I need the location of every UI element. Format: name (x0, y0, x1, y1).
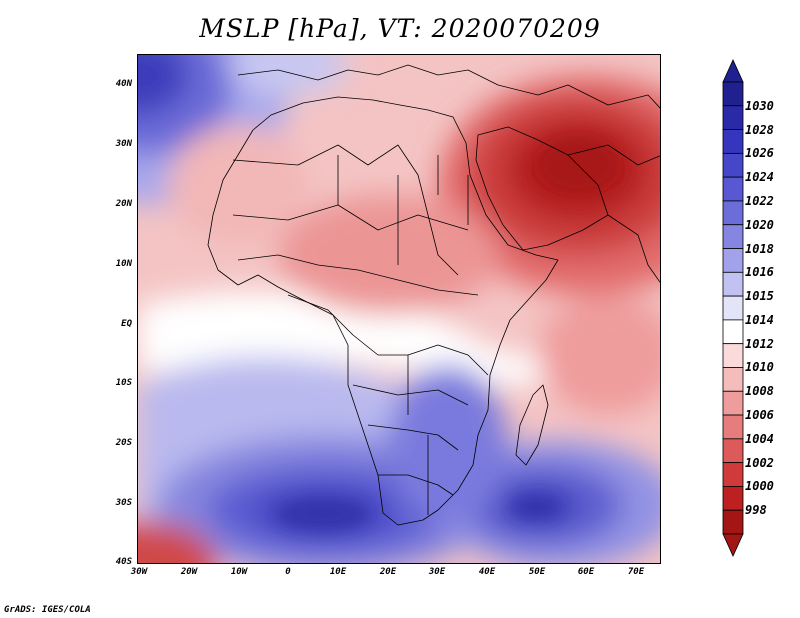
colorbar-swatch (722, 129, 744, 154)
colorbar-swatch (722, 414, 744, 440)
x-tick-40e: 40E (478, 567, 496, 577)
colorbar-level-label: 1020 (745, 217, 774, 232)
credit-text: GrADS: IGES/COLA (4, 605, 91, 615)
colorbar-swatches (722, 59, 744, 557)
colorbar-swatch (722, 438, 744, 464)
colorbar-swatch (722, 248, 744, 273)
colorbar-level-label: 1028 (745, 122, 774, 137)
y-tick-eq: EQ (121, 319, 132, 329)
colorbar-swatch (722, 224, 744, 249)
pressure-field (138, 55, 660, 563)
colorbar-arrow-bottom (722, 533, 744, 557)
colorbar-level-label: 1004 (745, 431, 774, 446)
colorbar-swatch (722, 200, 744, 226)
colorbar-level-label: 1006 (745, 408, 774, 423)
x-tick-20e: 20E (379, 567, 397, 577)
x-tick-60e: 60E (577, 567, 595, 577)
colorbar-level-label: 1018 (745, 241, 774, 256)
y-tick-30n: 30N (115, 139, 132, 149)
colorbar-swatch (722, 176, 744, 202)
colorbar-level-label: 1016 (745, 265, 774, 280)
colorbar-level-label: 1000 (745, 479, 774, 494)
colorbar-level-label: 1026 (745, 146, 774, 161)
y-tick-10s: 10S (115, 378, 132, 388)
colorbar-level-label: 1014 (745, 312, 774, 327)
colorbar-swatch (722, 462, 744, 487)
colorbar-arrow-top (722, 59, 744, 83)
colorbar-swatch (722, 81, 744, 107)
map-title: MSLP [hPa], VT: 2020070209 (199, 14, 601, 43)
colorbar (722, 59, 744, 557)
pressure-map (137, 54, 661, 564)
colorbar-level-label: 1010 (745, 360, 774, 375)
x-tick-10e: 10E (329, 567, 347, 577)
x-tick-30w: 30W (130, 567, 148, 577)
colorbar-swatch (722, 486, 744, 511)
x-tick-0: 0 (285, 567, 291, 577)
colorbar-swatch (722, 509, 744, 535)
x-tick-70e: 70E (627, 567, 645, 577)
y-tick-40n: 40N (115, 79, 132, 89)
colorbar-level-label: 1022 (745, 193, 774, 208)
colorbar-level-label: 1024 (745, 170, 774, 185)
colorbar-swatch (722, 367, 744, 392)
colorbar-level-label: 1015 (745, 289, 774, 304)
colorbar-swatch (722, 390, 744, 416)
x-tick-10w: 10W (230, 567, 248, 577)
colorbar-swatch (722, 105, 744, 130)
colorbar-level-label: 1030 (745, 98, 774, 113)
x-tick-50e: 50E (528, 567, 546, 577)
y-tick-10n: 10N (115, 259, 132, 269)
colorbar-swatch (722, 152, 744, 178)
colorbar-level-label: 1008 (745, 384, 774, 399)
colorbar-swatch (722, 295, 744, 321)
y-tick-40s: 40S (115, 557, 132, 567)
colorbar-swatch (722, 271, 744, 297)
colorbar-level-label: 1012 (745, 336, 774, 351)
colorbar-swatch (722, 319, 744, 345)
x-tick-30e: 30E (428, 567, 446, 577)
colorbar-swatch (722, 343, 744, 368)
colorbar-level-label: 1002 (745, 455, 774, 470)
y-tick-20n: 20N (115, 199, 132, 209)
y-tick-30s: 30S (115, 498, 132, 508)
coastlines (207, 64, 660, 526)
y-tick-20s: 20S (115, 438, 132, 448)
x-tick-20w: 20W (180, 567, 198, 577)
colorbar-level-label: 998 (745, 503, 767, 518)
